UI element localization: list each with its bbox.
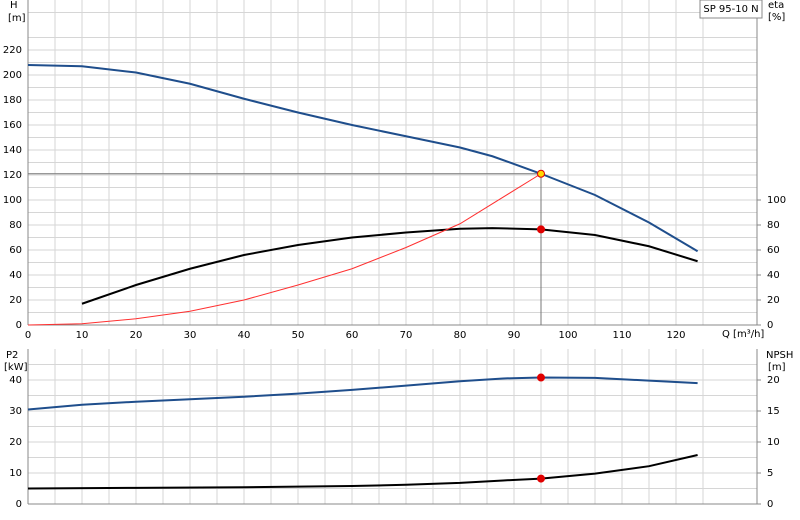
y-axis-label: H: [10, 0, 18, 11]
x-tick-label: 10: [76, 330, 89, 341]
title-box: [699, 0, 763, 19]
operating-point: [537, 169, 545, 178]
curve: [27, 376, 698, 411]
y-tick-label: 20: [9, 295, 22, 306]
x-tick-label: 40: [238, 330, 251, 341]
chart-title: SP 95-10 N: [703, 4, 758, 15]
x-tick-label: 70: [400, 330, 413, 341]
data-layer: [27, 64, 699, 490]
y-tick-label: 180: [3, 95, 22, 106]
y-tick-label: 200: [3, 70, 22, 81]
y2-tick-label: 40: [767, 270, 780, 281]
x-tick-label: 90: [508, 330, 521, 341]
x-tick-label: 80: [454, 330, 467, 341]
y-tick-label: 80: [9, 220, 22, 231]
y-tick-label: 20: [9, 437, 22, 448]
x-tick-label: 100: [558, 330, 577, 341]
y-tick-label: 10: [9, 468, 22, 479]
y-axis-unit: [m]: [8, 13, 26, 24]
y2-axis-label: NPSH: [766, 350, 793, 361]
curve: [81, 227, 698, 305]
y-axis-label: P2: [6, 350, 18, 361]
y2-tick-label: 60: [767, 245, 780, 256]
y2-tick-label: 5: [767, 468, 773, 479]
x-tick-label: 30: [184, 330, 197, 341]
operating-point: [537, 373, 545, 382]
y2-tick-label: 20: [767, 375, 780, 386]
x-tick-label: 110: [612, 330, 631, 341]
y2-axis-unit: [m]: [768, 362, 786, 373]
y2-axis-label: eta: [768, 0, 784, 11]
y-tick-label: 0: [16, 499, 22, 510]
curve: [27, 173, 542, 326]
y2-tick-label: 0: [767, 499, 773, 510]
y2-tick-label: 100: [767, 195, 786, 206]
operating-point: [537, 225, 545, 234]
grid-layer: [27, 0, 758, 505]
x-tick-label: 120: [666, 330, 685, 341]
x-tick-label: 60: [346, 330, 359, 341]
y-tick-label: 220: [3, 45, 22, 56]
y-axis-unit: [kW]: [4, 362, 28, 373]
y2-tick-label: 20: [767, 295, 780, 306]
operating-point: [537, 474, 545, 483]
curve: [27, 64, 699, 253]
x-tick-label: 50: [292, 330, 305, 341]
y-tick-label: 30: [9, 406, 22, 417]
y-tick-label: 140: [3, 145, 22, 156]
y2-axis-unit: [%]: [768, 12, 785, 23]
curve: [27, 454, 698, 490]
y-tick-label: 0: [16, 320, 22, 331]
y2-tick-label: 0: [767, 320, 773, 331]
y-tick-label: 120: [3, 170, 22, 181]
y2-tick-label: 15: [767, 406, 780, 417]
y-tick-label: 60: [9, 245, 22, 256]
x-axis-label: Q [m³/h]: [722, 329, 764, 340]
x-tick-label: 0: [25, 330, 31, 341]
x-tick-label: 20: [130, 330, 143, 341]
y2-tick-label: 80: [767, 220, 780, 231]
y-tick-label: 40: [9, 270, 22, 281]
y-tick-label: 40: [9, 375, 22, 386]
y-tick-label: 160: [3, 120, 22, 131]
y-tick-label: 100: [3, 195, 22, 206]
y2-tick-label: 10: [767, 437, 780, 448]
